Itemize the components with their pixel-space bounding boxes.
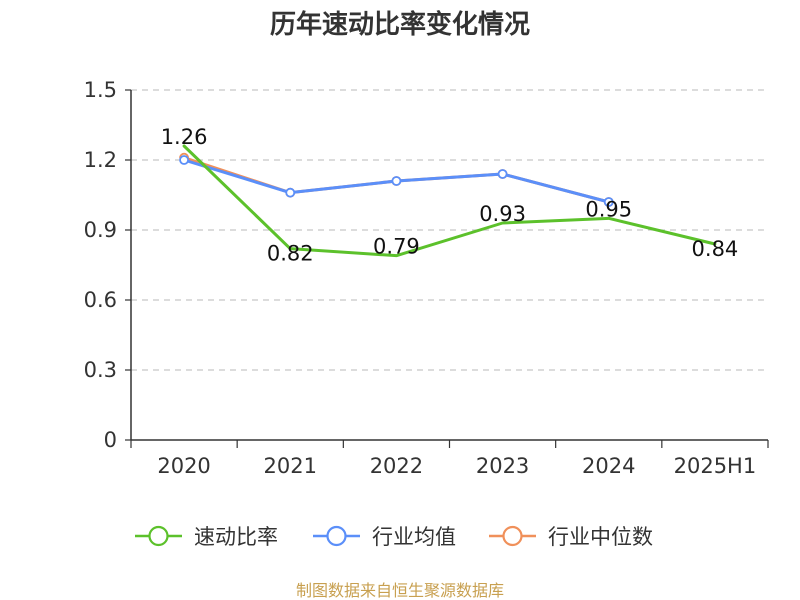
y-tick-label: 0.6: [84, 288, 117, 312]
data-label: 1.26: [161, 125, 208, 149]
data-label: 0.84: [692, 237, 739, 261]
y-tick-label: 0.3: [84, 358, 117, 382]
legend-label: 行业中位数: [548, 525, 653, 549]
data-point: [285, 187, 296, 198]
legend: 速动比率 行业均值 行业中位数: [135, 525, 653, 549]
data-point: [497, 169, 508, 179]
data-label: 0.79: [373, 235, 420, 259]
y-tick-label: 1.5: [84, 78, 117, 102]
y-tick-label: 0.9: [84, 218, 117, 242]
x-tick-label: 2025H1: [674, 454, 757, 478]
legend-marker: [148, 525, 169, 547]
data-point: [179, 155, 189, 165]
source-note: 制图数据来自恒生聚源数据库: [296, 581, 504, 600]
legend-label: 速动比率: [194, 525, 278, 549]
legend-item: 行业均值: [313, 525, 456, 549]
legend-label: 行业均值: [372, 525, 456, 549]
data-label: 0.95: [585, 197, 632, 221]
series-line: [182, 144, 717, 258]
data-point: [391, 176, 402, 186]
x-axis-ticks: 2020 2021 2022 2023 2024 2025H1: [130, 440, 769, 478]
legend-item: 速动比率: [135, 525, 278, 549]
y-tick-label: 0: [104, 428, 117, 452]
x-tick-label: 2023: [476, 454, 529, 478]
data-labels: 1.26 0.82 0.79 0.93 0.95 0.84: [161, 125, 739, 266]
legend-marker: [502, 525, 523, 547]
x-tick-label: 2020: [157, 454, 210, 478]
x-tick-label: 2022: [370, 454, 423, 478]
x-tick-label: 2021: [264, 454, 317, 478]
legend-item: 行业中位数: [489, 525, 653, 549]
axes: [130, 90, 768, 441]
data-label: 0.82: [267, 242, 314, 266]
data-point: [603, 197, 614, 207]
series-layer: [179, 144, 717, 258]
y-tick-label: 1.2: [84, 148, 117, 172]
y-axis-ticks: 0 0.3 0.6 0.9 1.2 1.5: [84, 78, 131, 452]
chart-title: 历年速动比率变化情况: [270, 9, 530, 40]
legend-marker: [326, 525, 347, 547]
x-tick-label: 2024: [582, 454, 635, 478]
data-label: 0.93: [479, 202, 526, 226]
grid-lines: [131, 89, 768, 371]
